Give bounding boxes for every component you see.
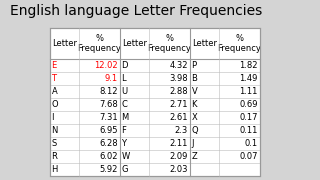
Text: P: P	[191, 61, 196, 70]
Text: 6.95: 6.95	[99, 126, 118, 135]
Text: 1.11: 1.11	[239, 87, 258, 96]
Text: 2.88: 2.88	[169, 87, 188, 96]
Text: 0.69: 0.69	[239, 100, 258, 109]
Text: 2.3: 2.3	[174, 126, 188, 135]
Text: N: N	[52, 126, 58, 135]
Text: F: F	[122, 126, 126, 135]
Text: 2.03: 2.03	[169, 165, 188, 174]
Text: 1.82: 1.82	[239, 61, 258, 70]
Text: 0.17: 0.17	[239, 113, 258, 122]
Text: English language Letter Frequencies: English language Letter Frequencies	[10, 4, 262, 19]
Text: 0.11: 0.11	[239, 126, 258, 135]
Text: M: M	[122, 113, 129, 122]
Text: 8.12: 8.12	[99, 87, 118, 96]
Text: Z: Z	[191, 152, 197, 161]
Text: D: D	[122, 61, 128, 70]
Text: %
Frequency: % Frequency	[218, 34, 261, 53]
Text: I: I	[52, 113, 54, 122]
Text: U: U	[122, 87, 128, 96]
Text: 2.09: 2.09	[169, 152, 188, 161]
Text: T: T	[52, 74, 57, 83]
Text: V: V	[191, 87, 197, 96]
Text: 2.71: 2.71	[169, 100, 188, 109]
Text: 5.92: 5.92	[99, 165, 118, 174]
Text: R: R	[52, 152, 57, 161]
Text: 6.02: 6.02	[99, 152, 118, 161]
Text: 2.11: 2.11	[169, 139, 188, 148]
Text: H: H	[52, 165, 58, 174]
Text: 2.61: 2.61	[169, 113, 188, 122]
Text: 4.32: 4.32	[169, 61, 188, 70]
Text: Letter: Letter	[122, 39, 147, 48]
Text: %
Frequency: % Frequency	[148, 34, 191, 53]
Text: 9.1: 9.1	[105, 74, 118, 83]
Text: C: C	[122, 100, 127, 109]
Text: 3.98: 3.98	[169, 74, 188, 83]
Text: A: A	[52, 87, 57, 96]
Text: E: E	[52, 61, 57, 70]
Text: 7.31: 7.31	[99, 113, 118, 122]
Text: O: O	[52, 100, 58, 109]
Text: Letter: Letter	[192, 39, 217, 48]
Text: 0.1: 0.1	[244, 139, 258, 148]
Text: 0.07: 0.07	[239, 152, 258, 161]
Text: 1.49: 1.49	[239, 74, 258, 83]
Text: Letter: Letter	[52, 39, 77, 48]
Text: K: K	[191, 100, 197, 109]
Text: W: W	[122, 152, 130, 161]
Text: 6.28: 6.28	[99, 139, 118, 148]
Text: X: X	[191, 113, 197, 122]
Text: 12.02: 12.02	[94, 61, 118, 70]
Text: %
Frequency: % Frequency	[77, 34, 121, 53]
Text: S: S	[52, 139, 57, 148]
Text: 7.68: 7.68	[99, 100, 118, 109]
Text: J: J	[191, 139, 194, 148]
Text: L: L	[122, 74, 126, 83]
Text: B: B	[191, 74, 197, 83]
Text: G: G	[122, 165, 128, 174]
Text: Y: Y	[122, 139, 126, 148]
Text: Q: Q	[191, 126, 198, 135]
